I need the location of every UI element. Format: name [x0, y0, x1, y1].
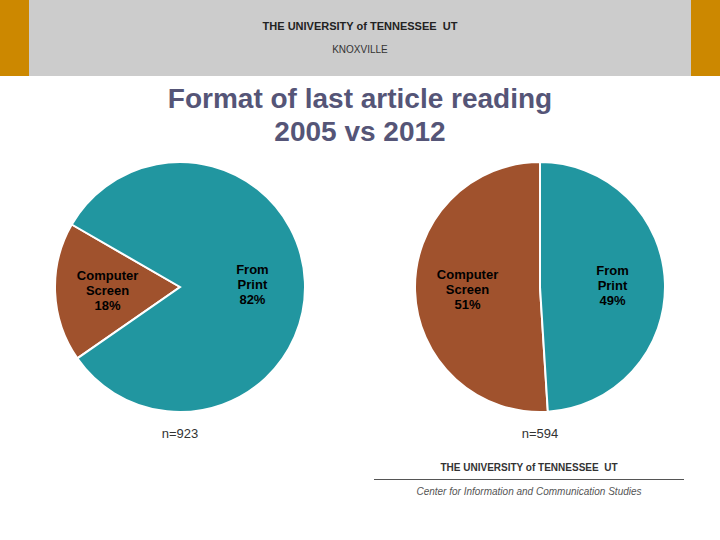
svg-text:ComputerScreen51%: ComputerScreen51% — [437, 267, 498, 312]
html-text:Center for Information and Com: Center for Information and Communication… — [416, 486, 642, 497]
html-text:KNOXVILLE: KNOXVILLE — [332, 44, 388, 55]
html-text:n=594: n=594 — [521, 426, 559, 441]
html-text:THE UNIVERSITY of TENNESSEE UT: THE UNIVERSITY of TENNESSEE UT — [262, 20, 458, 32]
svg-text:FromPrint82%: FromPrint82% — [236, 261, 269, 306]
html-text:2005 vs 2012: 2005 vs 2012 — [274, 116, 446, 147]
html-text:n=923: n=923 — [161, 426, 199, 441]
svg-text:ComputerScreen18%: ComputerScreen18% — [77, 268, 138, 313]
svg-text:FromPrint49%: FromPrint49% — [596, 262, 629, 307]
html-text:THE UNIVERSITY of TENNESSEE UT: THE UNIVERSITY of TENNESSEE UT — [440, 462, 618, 473]
html-text:Format of last article reading: Format of last article reading — [167, 83, 553, 114]
